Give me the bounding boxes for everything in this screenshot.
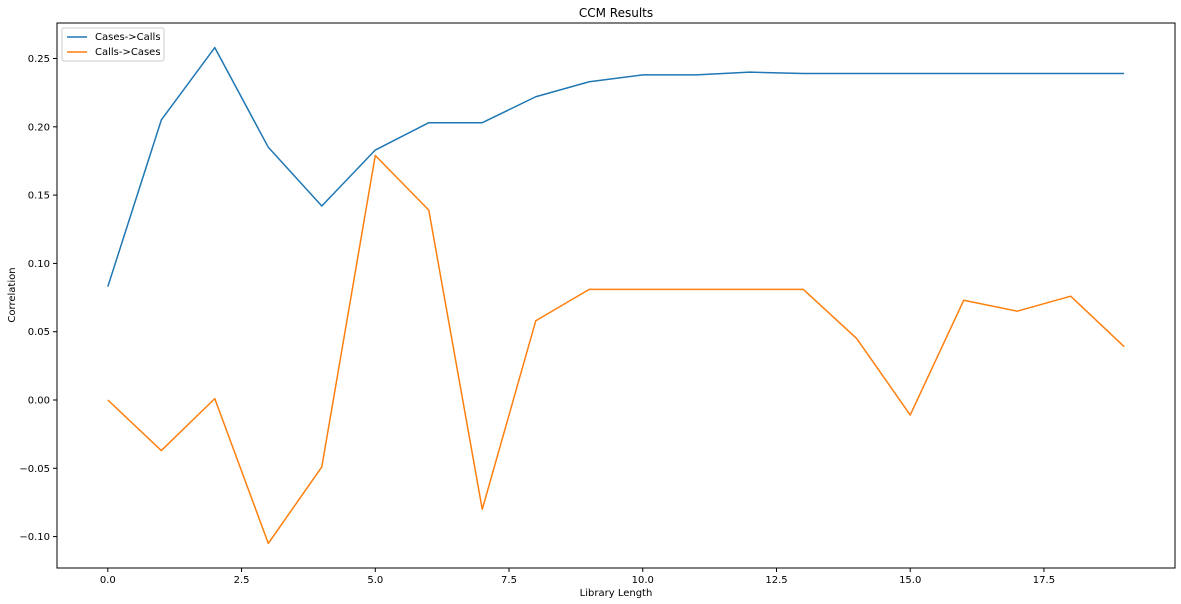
y-tick-label: 0.20 [28, 122, 50, 133]
x-tick-label: 5.0 [367, 575, 383, 586]
y-tick-label: −0.05 [19, 464, 50, 475]
y-tick-label: 0.05 [28, 327, 50, 338]
axes-layer: 0.0 2.5 5.0 7.5 10.0 12.5 15.0 17.5 −0.10 −0.05 0.… [19, 54, 1055, 586]
y-tick-label: 0.15 [28, 191, 50, 202]
legend: Cases->Calls Calls->Cases [61, 27, 165, 62]
x-tick-label: 10.0 [632, 575, 654, 586]
series-layer [107, 46, 1125, 545]
legend-box [61, 27, 165, 62]
y-tick-label: 0.10 [28, 259, 50, 270]
y-tick-label: 0.25 [28, 54, 50, 65]
legend-label-calls-cases: Calls->Cases [95, 47, 161, 58]
y-axis-title: Correlation [7, 267, 18, 322]
x-tick-label: 0.0 [100, 575, 116, 586]
y-tick-label: 0.00 [28, 395, 50, 406]
plot-frame [56, 22, 1176, 569]
series-line-0 [107, 46, 1125, 287]
x-tick-label: 15.0 [899, 575, 921, 586]
y-tick-label: −0.10 [19, 532, 50, 543]
series-line-1 [107, 154, 1125, 545]
x-tick-label: 7.5 [501, 575, 517, 586]
legend-label-cases-calls: Cases->Calls [95, 32, 161, 43]
x-tick-label: 12.5 [765, 575, 787, 586]
x-axis-title: Library Length [580, 588, 653, 599]
x-tick-label: 17.5 [1033, 575, 1055, 586]
plot-area [57, 23, 1175, 568]
chart-title: CCM Results [579, 6, 653, 20]
x-tick-label: 2.5 [234, 575, 250, 586]
